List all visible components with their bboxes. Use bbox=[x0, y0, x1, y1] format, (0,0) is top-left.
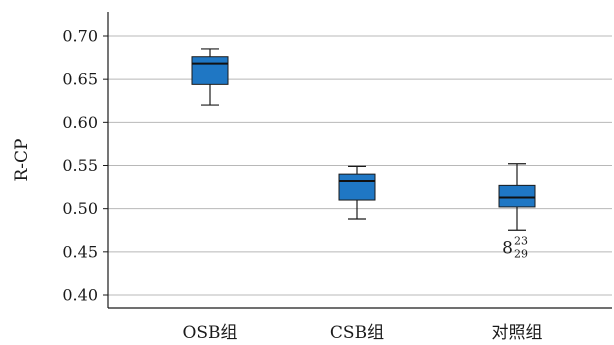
y-tick-label: 0.70 bbox=[62, 27, 98, 46]
outlier-sup-label: 23 bbox=[514, 235, 528, 248]
x-category-label: OSB组 bbox=[182, 323, 237, 343]
outlier-sub-label: 29 bbox=[514, 248, 528, 261]
y-tick-label: 0.40 bbox=[62, 286, 98, 305]
y-tick-label: 0.45 bbox=[62, 242, 98, 261]
box-body bbox=[338, 173, 376, 201]
y-axis-label: R-CP bbox=[12, 139, 32, 182]
category-labels: OSB组 CSB组 对照组 bbox=[182, 323, 542, 343]
x-category-label: CSB组 bbox=[330, 323, 384, 343]
y-tick-label: 0.60 bbox=[62, 113, 98, 132]
axes bbox=[107, 12, 612, 309]
y-tick-label: 0.65 bbox=[62, 70, 98, 89]
outlier-main-label: 8 bbox=[502, 239, 513, 259]
box-1 bbox=[191, 48, 229, 106]
grid-lines bbox=[108, 35, 612, 296]
boxes bbox=[191, 48, 536, 231]
y-tick-label: 0.50 bbox=[62, 199, 98, 218]
y-tick-labels: 0.70 0.65 0.60 0.55 0.50 0.45 0.40 bbox=[62, 27, 108, 305]
y-tick-label: 0.55 bbox=[62, 156, 98, 175]
box-body bbox=[191, 56, 229, 85]
box-body bbox=[498, 184, 536, 208]
x-category-label: 对照组 bbox=[492, 323, 543, 343]
box-3 bbox=[498, 163, 536, 231]
box-2 bbox=[338, 165, 376, 220]
